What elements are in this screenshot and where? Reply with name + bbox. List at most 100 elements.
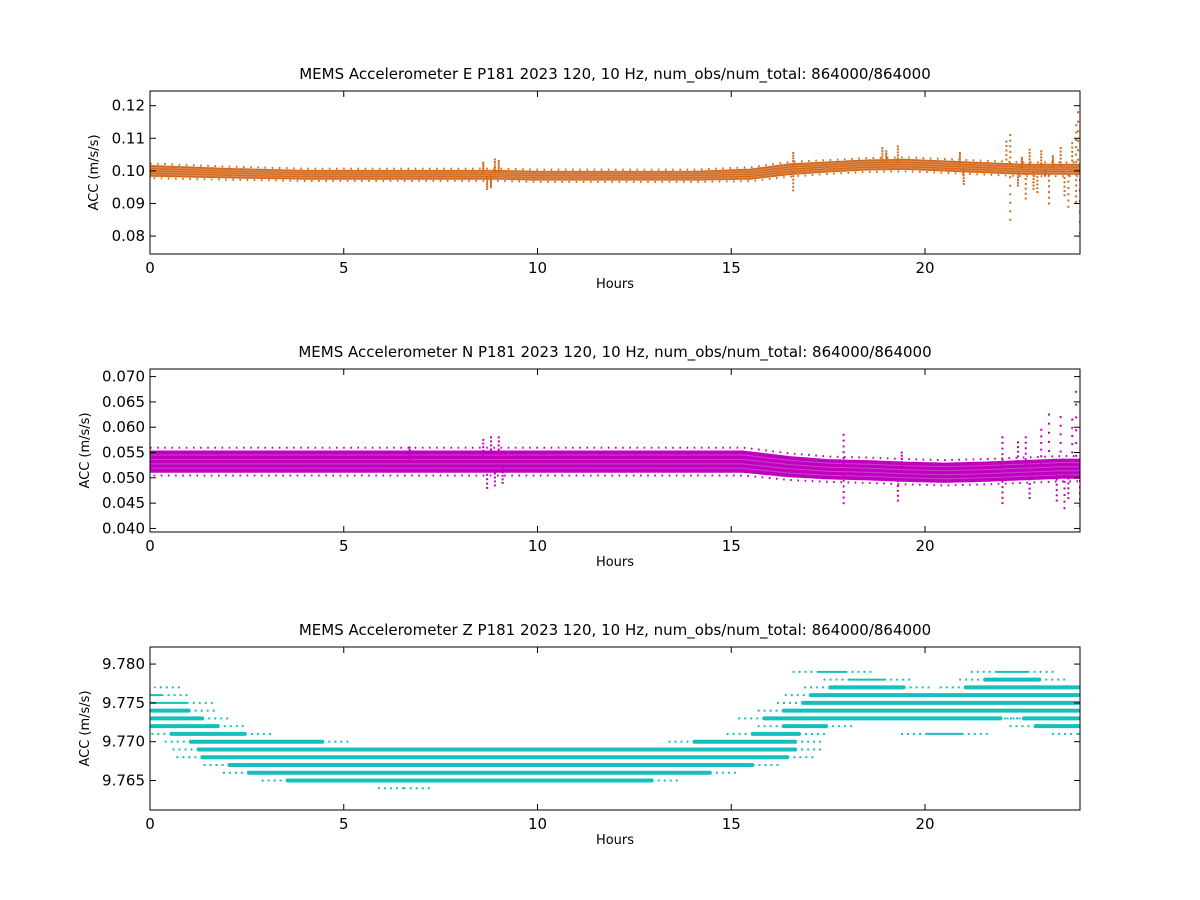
data-point [750,166,753,169]
outlier-point [1009,150,1012,153]
data-point [625,180,628,183]
data-point [915,156,918,159]
outlier-point [1067,174,1070,177]
level-segment-11 [246,770,712,775]
data-point [1084,717,1086,719]
data-point [727,771,730,774]
data-point [802,694,805,697]
data-point [890,170,893,173]
data-point [536,446,538,449]
data-point [1090,686,1092,688]
outlier-point [490,177,492,180]
data-point [262,732,265,735]
data-point [561,180,563,183]
data-point [911,483,914,486]
outlier-point [1001,480,1004,483]
data-point [496,179,499,182]
outlier-point [490,456,492,459]
data-point [241,725,244,728]
data-point [421,167,424,170]
outlier-point [493,161,496,164]
data-point [983,483,986,486]
data-point [1090,702,1092,704]
data-point [210,474,213,477]
data-point [268,732,271,735]
data-point [868,170,871,173]
data-point [554,180,556,183]
data-point [192,446,195,449]
outlier-point [493,476,496,479]
data-point [318,179,320,182]
data-point [204,701,207,704]
outlier-point [1075,390,1078,393]
outlier-point [497,444,500,447]
data-point [188,756,191,759]
outlier-point [900,467,903,470]
outlier-point [482,169,485,172]
outlier-point [881,152,884,155]
data-point [944,459,946,462]
y-tick-label: 9.765 [102,772,145,790]
outlier-point [486,176,489,179]
data-point [415,787,418,790]
outlier-point [1024,441,1027,444]
data-point [170,740,173,743]
data-point [357,446,360,449]
outlier-point [1055,478,1058,481]
outlier-point [1032,181,1035,184]
outlier-point [792,185,795,188]
outlier-point [1024,458,1027,461]
data-point [1006,717,1009,720]
outlier-point [408,455,411,458]
data-point [669,779,672,782]
outlier-point [493,163,496,166]
data-point [568,180,571,183]
outlier-point [1028,155,1031,158]
outlier-point [792,151,795,154]
outlier-point [1017,173,1019,176]
data-point [504,180,506,183]
data-point [214,165,216,168]
outlier-point [1036,179,1039,182]
data-point [418,474,420,477]
data-point [210,701,213,704]
outlier-point [1071,146,1074,149]
data-point [933,171,935,174]
outlier-point [958,154,961,157]
level-segment-8 [196,747,798,752]
data-point [1015,717,1018,720]
outlier-point [490,186,492,189]
data-point [1064,732,1067,735]
outlier-point [1028,478,1031,481]
level-segment-27 [1021,716,1080,721]
data-point [807,748,810,751]
outlier-point [1063,176,1066,179]
data-point [663,779,666,782]
level-segment-23 [816,670,848,673]
outlier-point [1001,496,1004,499]
outlier-point [1048,440,1050,443]
outlier-point [497,448,500,451]
data-point [970,670,973,673]
outlier-point [1009,139,1012,142]
outlier-point [408,451,411,454]
data-point [711,474,714,477]
data-point [393,167,395,170]
data-point [332,474,335,477]
outlier-point [792,175,795,178]
outlier-point [1040,428,1043,431]
outlier-point [896,151,899,154]
outlier-point [490,440,492,443]
data-point [872,456,875,459]
outlier-point [1075,195,1078,198]
data-point [257,446,259,449]
outlier-point [1017,455,1019,458]
data-point [769,725,772,728]
outlier-point [842,485,845,488]
data-point [708,446,710,449]
data-point [790,694,793,697]
level-segment-15 [750,731,801,736]
data-point [165,686,168,689]
data-point [539,180,542,183]
outlier-point [1040,435,1043,438]
